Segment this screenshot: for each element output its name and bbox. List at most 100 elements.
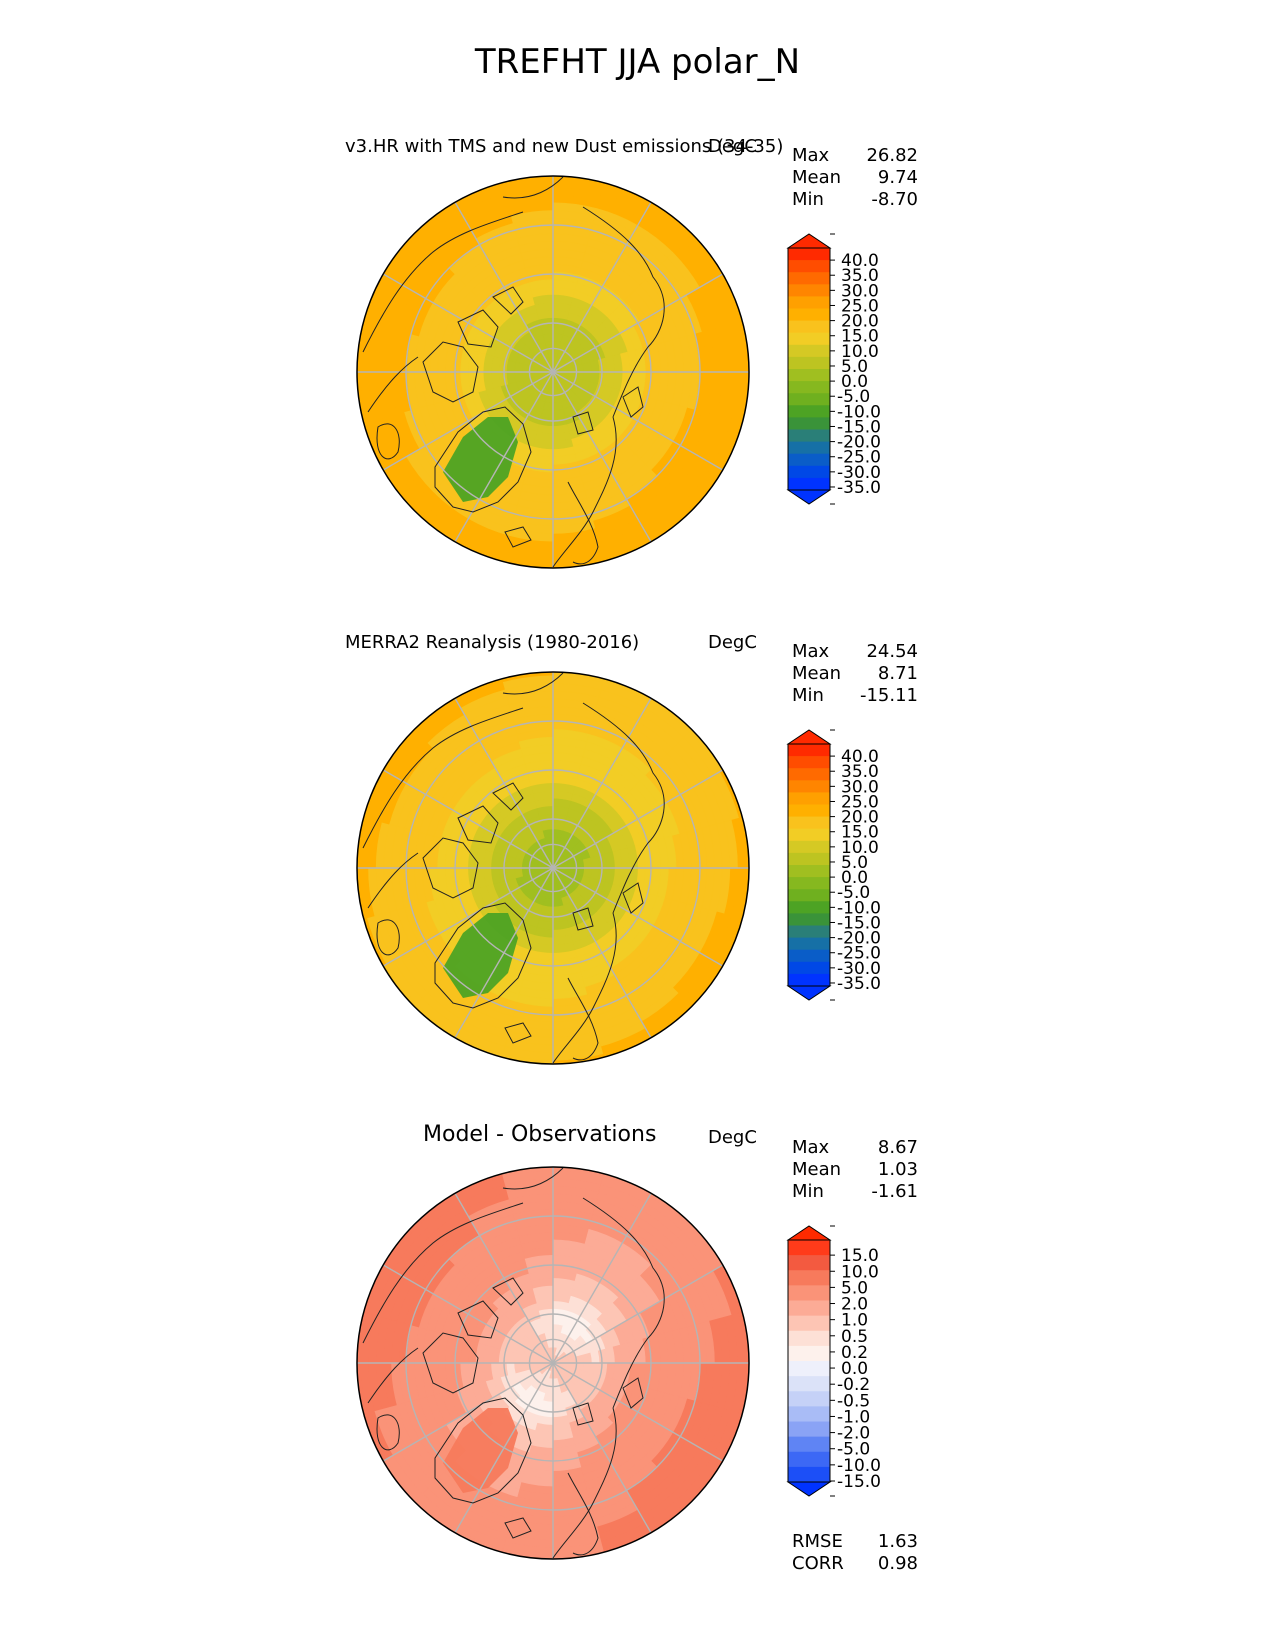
meridian-line [552,273,724,373]
colorbar-band [788,744,830,757]
stat-min: Min -1.61 [792,1181,918,1203]
meridian-line [552,769,724,869]
coastline [376,423,400,460]
colorbar-tick-label: 10.0 [841,838,879,858]
colorbar-band [788,937,830,951]
coastline [492,1277,524,1306]
coastline [502,176,564,199]
stat-min: Min -8.70 [792,189,918,211]
stat-label: Max [792,145,830,166]
colorbar-band [788,901,830,914]
colorbar-band [788,780,830,793]
meridian-line [454,371,554,543]
coastline [552,912,617,1064]
coastline [362,707,524,849]
colorbar-tick-label: -20.0 [837,433,881,453]
coastline [457,309,499,348]
coastline [376,1414,400,1451]
colorbar-tick-label: 40.0 [841,251,879,271]
coastline [422,1332,479,1394]
colorbar-under-extend [786,985,832,1001]
panel-2-stats: Max 24.54 Mean 8.71 Min -15.11 [792,641,918,707]
meridian-line [382,1362,554,1462]
stat-value: 26.82 [866,145,918,166]
colorbar-band [788,1421,830,1438]
colorbar-band [788,405,830,418]
colorbar-tick-label: 35.0 [841,762,879,782]
colorbar-band [788,1391,830,1407]
colorbar-band [788,1406,830,1422]
coastline [422,837,479,899]
colorbar-band [788,768,830,781]
panel-2-colorbar: 40.035.030.025.020.015.010.05.00.0-5.0-1… [786,729,881,1001]
colorbar-frame [787,247,831,491]
colorbar-band [788,792,830,805]
coastline [504,1022,532,1044]
colorbar-tick-label: 30.0 [841,777,879,797]
coastline [502,1167,564,1190]
colorbar-band [788,465,830,479]
meridian-line [552,1362,724,1462]
stat-mean: Mean 8.71 [792,663,918,685]
colorbar-band [788,852,830,866]
stat-label: Min [792,189,824,210]
colorbar-band [788,272,830,285]
meridian-line [552,867,652,1039]
colorbar-band [788,877,830,890]
colorbar-tick-label: 30.0 [841,281,879,301]
colorbar-band [788,1376,830,1392]
colorbar-band [788,1466,830,1483]
coastline [422,341,479,403]
stat-max: Max 26.82 [792,145,918,167]
colorbar-band [788,913,830,926]
colorbar-tick-label: 40.0 [841,747,879,767]
coastline [362,1202,524,1344]
coastline [504,1517,532,1539]
colorbar-tick-label: -10.0 [837,402,881,422]
colorbar-band [788,284,830,297]
panel-1-stats: Max 26.82 Mean 9.74 Min -8.70 [792,145,918,211]
coastline [622,882,644,914]
colorbar-band [788,356,830,370]
stat-value: 1.03 [877,1159,918,1180]
colorbar-tick-label: 15.0 [841,1246,879,1266]
colorbar-band [788,840,830,854]
colorbar-under-extend [786,489,832,505]
metric-corr: CORR 0.98 [792,1553,918,1575]
panel-2-title: MERRA2 Reanalysis (1980-2016) [345,632,640,653]
panel-3-units: DegC [708,1127,757,1148]
meridian-line [552,1264,724,1364]
colorbar-band [788,477,830,491]
colorbar-tick-label: -5.0 [837,1440,870,1460]
colorbar-band [788,1330,830,1347]
stat-label: Min [792,1181,824,1202]
stat-label: Max [792,641,830,662]
stat-value: -15.11 [859,685,918,706]
colorbar-tick-label: -15.0 [837,913,881,933]
coastline [367,356,419,413]
panel-1-title: v3.HR with TMS and new Dust emissions (3… [345,136,784,157]
coastline [492,782,524,811]
coastline [367,852,419,909]
colorbar-tick-label: 1.0 [841,1311,868,1331]
panel-1-colorbar: 40.035.030.025.020.015.010.05.00.0-5.0-1… [786,233,881,505]
colorbar-tick-label: 0.0 [841,372,868,392]
colorbar-band [788,1255,830,1271]
colorbar-band [788,1436,830,1453]
colorbar-tick-label: -5.0 [837,387,870,407]
coastline [572,411,594,435]
colorbar-frame [787,1239,831,1483]
figure-title: TREFHT JJA polar_N [474,42,801,82]
stat-label: Mean [792,1159,842,1180]
coastline [434,406,532,513]
stat-max: Max 24.54 [792,641,918,663]
stat-max: Max 8.67 [792,1137,918,1159]
panel-3-polar-map [356,1166,750,1560]
stat-value: 9.74 [877,167,918,188]
colorbar-tick-label: -10.0 [837,898,881,918]
colorbar-tick-label: -5.0 [837,883,870,903]
stat-label: Min [792,685,824,706]
stat-value: 24.54 [866,641,918,662]
colorbar-band [788,1361,830,1377]
colorbar-over-extend [786,233,832,249]
